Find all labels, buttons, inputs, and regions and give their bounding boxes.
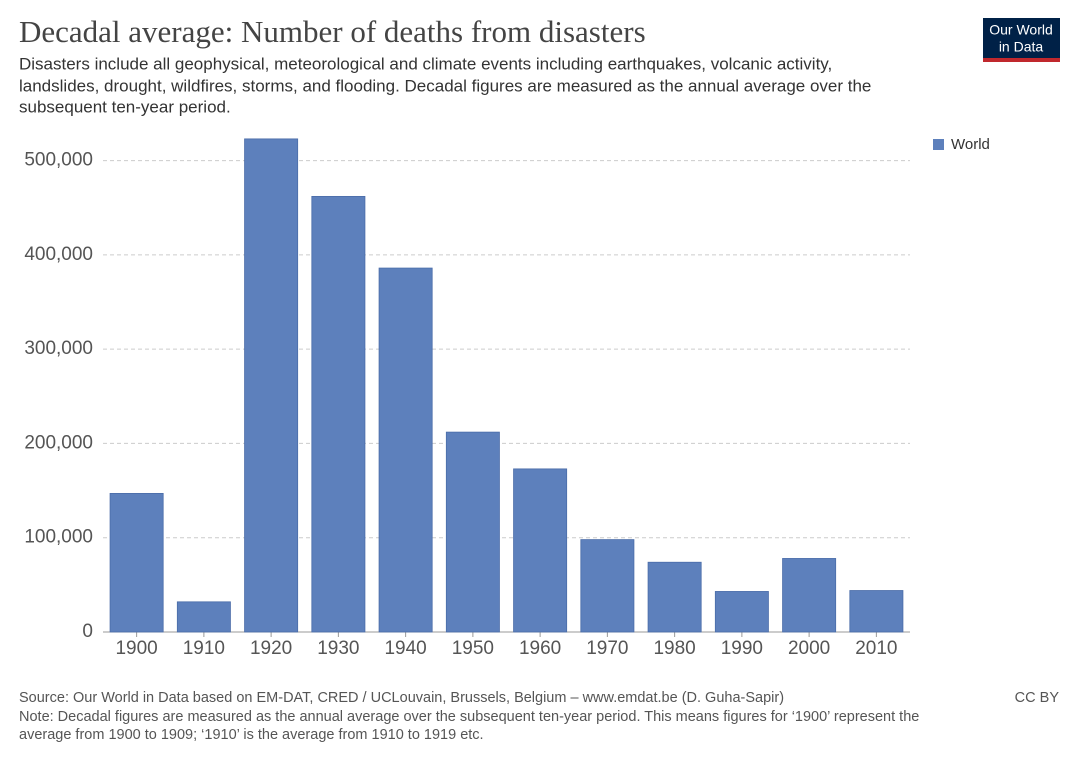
x-tick-label: 1960 bbox=[519, 638, 561, 659]
bar bbox=[782, 558, 837, 633]
x-tick-label: 2010 bbox=[855, 638, 897, 659]
x-tick-label: 1980 bbox=[653, 638, 695, 659]
chart-title: Decadal average: Number of deaths from d… bbox=[19, 14, 646, 49]
x-tick-label: 1970 bbox=[586, 638, 628, 659]
bar bbox=[445, 431, 500, 633]
x-tick-label: 2000 bbox=[788, 638, 830, 659]
x-tick-label: 1940 bbox=[384, 638, 426, 659]
x-tick-label: 1910 bbox=[183, 638, 225, 659]
logo-text: Our World bbox=[989, 22, 1053, 38]
note: Note: Decadal figures are measured as th… bbox=[19, 709, 919, 725]
y-tick-label: 300,000 bbox=[24, 338, 93, 359]
bar bbox=[647, 561, 702, 633]
y-tick-label: 0 bbox=[82, 621, 93, 642]
legend-label: World bbox=[951, 136, 990, 153]
x-tick-label: 1990 bbox=[721, 638, 763, 659]
bar bbox=[244, 138, 299, 633]
bar bbox=[311, 195, 366, 633]
legend-swatch bbox=[933, 139, 944, 150]
subtitle: landslides, drought, wildfires, storms, … bbox=[19, 76, 871, 95]
x-tick-label: 1920 bbox=[250, 638, 292, 659]
bar bbox=[580, 539, 635, 633]
y-tick-label: 400,000 bbox=[24, 244, 93, 265]
x-tick-label: 1950 bbox=[452, 638, 494, 659]
bar bbox=[513, 468, 568, 633]
note: average from 1900 to 1909; ‘1910’ is the… bbox=[19, 727, 484, 743]
logo-bar bbox=[983, 58, 1060, 62]
bar bbox=[849, 590, 904, 633]
logo-box bbox=[983, 18, 1060, 62]
x-tick-label: 1930 bbox=[317, 638, 359, 659]
bar bbox=[378, 267, 433, 633]
subtitle: Disasters include all geophysical, meteo… bbox=[19, 54, 832, 73]
y-tick-label: 500,000 bbox=[24, 150, 93, 171]
x-tick-label: 1900 bbox=[115, 638, 157, 659]
bar bbox=[109, 492, 164, 633]
subtitle: subsequent ten-year period. bbox=[19, 97, 231, 116]
bar bbox=[176, 601, 231, 633]
license: CC BY bbox=[1015, 690, 1060, 706]
source: Source: Our World in Data based on EM-DA… bbox=[19, 690, 784, 706]
bar bbox=[714, 591, 769, 633]
y-tick-label: 200,000 bbox=[24, 432, 93, 453]
y-tick-label: 100,000 bbox=[24, 527, 93, 548]
logo-text: in Data bbox=[999, 39, 1044, 55]
